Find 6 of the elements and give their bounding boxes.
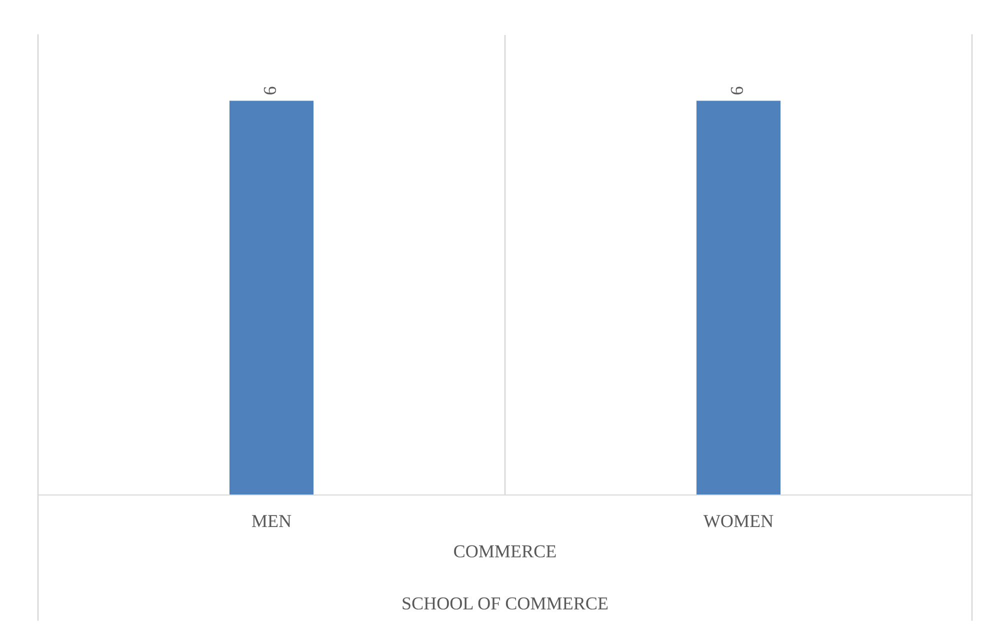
data-label: 6 bbox=[730, 86, 744, 94]
x-tick-label: MEN bbox=[252, 515, 292, 527]
text: SCHOOL OF COMMERCE bbox=[402, 597, 608, 610]
x-axis-title: COMMERCE bbox=[454, 545, 556, 558]
data-label: 6 bbox=[264, 86, 276, 94]
x-tick-label: WOMEN bbox=[703, 515, 774, 528]
